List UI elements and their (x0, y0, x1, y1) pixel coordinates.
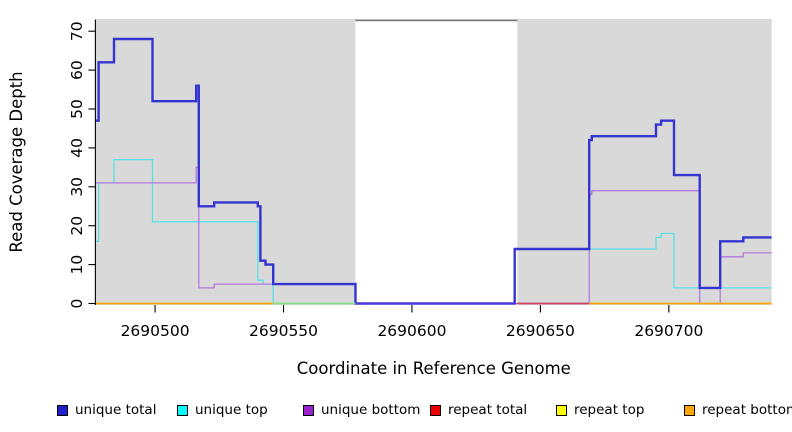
legend: unique total unique top unique bottom repea… (0, 399, 792, 423)
y-tick-label: 30 (68, 177, 86, 197)
legend-label: unique total (75, 402, 157, 418)
legend-swatch-unique-top (177, 404, 188, 416)
legend-item-repeat-bottom: repeat bottom (684, 399, 792, 421)
y-tick-label: 20 (68, 216, 86, 236)
series-line-unique-total (96, 37, 772, 305)
legend-item-repeat-top: repeat top (556, 399, 644, 421)
legend-label: repeat total (448, 402, 528, 418)
gap-region (355, 19, 518, 306)
y-tick-label: 70 (68, 21, 86, 41)
legend-label: repeat top (574, 402, 645, 418)
y-tick-label: 50 (68, 99, 86, 119)
legend-item-unique-total: unique total (57, 399, 156, 421)
x-tick-label: 2690700 (634, 322, 703, 340)
legend-swatch-unique-total (57, 404, 68, 416)
legend-swatch-repeat-total (430, 404, 441, 416)
y-tick-label: 40 (68, 138, 86, 158)
x-axis-title: Coordinate in Reference Genome (297, 359, 571, 378)
y-tick-label: 10 (68, 255, 86, 275)
legend-item-unique-top: unique top (177, 399, 268, 421)
legend-item-repeat-total: repeat total (430, 399, 527, 421)
legend-label: repeat bottom (702, 402, 792, 418)
x-tick-label: 2690650 (506, 322, 575, 340)
legend-item-unique-bottom: unique bottom (303, 399, 420, 421)
y-tick-label: 0 (68, 299, 86, 309)
x-tick-label: 2690550 (249, 322, 318, 340)
y-axis-title: Read Coverage Depth (7, 71, 26, 252)
legend-label: unique bottom (321, 402, 421, 418)
legend-swatch-repeat-bottom (684, 404, 695, 416)
legend-label: unique top (195, 402, 268, 418)
legend-swatch-unique-bottom (303, 404, 314, 416)
y-tick-label: 60 (68, 60, 86, 80)
legend-swatch-repeat-top (556, 404, 567, 416)
x-tick-label: 2690500 (121, 322, 190, 340)
x-tick-label: 2690600 (377, 322, 446, 340)
